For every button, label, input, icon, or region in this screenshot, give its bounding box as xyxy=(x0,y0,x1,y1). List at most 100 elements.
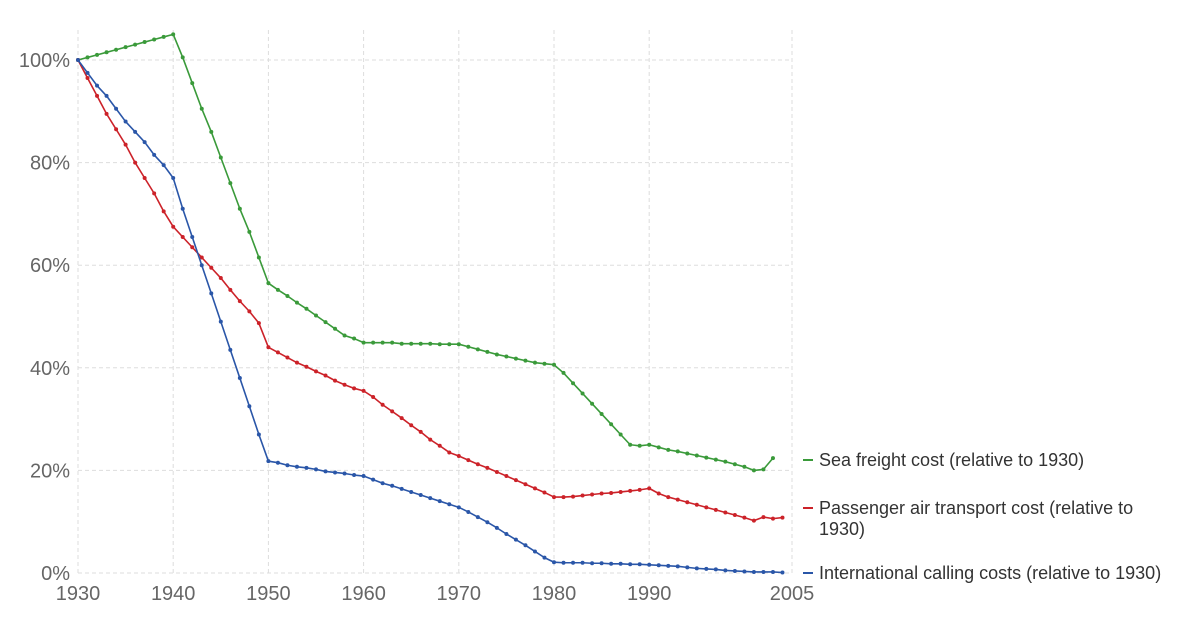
data-point xyxy=(456,454,461,459)
data-point xyxy=(418,341,423,346)
data-point xyxy=(180,55,185,60)
data-point xyxy=(504,354,509,359)
data-point xyxy=(542,555,547,560)
data-point xyxy=(133,42,138,47)
data-point xyxy=(675,449,680,454)
data-point xyxy=(85,70,90,75)
data-point xyxy=(275,350,280,355)
legend-label: 1930) xyxy=(819,519,865,539)
data-point xyxy=(237,376,242,381)
data-point xyxy=(609,422,614,427)
data-point xyxy=(209,291,214,296)
data-point xyxy=(694,453,699,458)
data-point xyxy=(504,474,509,479)
data-point xyxy=(228,347,233,352)
data-point xyxy=(571,560,576,565)
data-point xyxy=(85,55,90,60)
series-lines xyxy=(76,32,785,575)
data-point xyxy=(399,416,404,421)
data-point xyxy=(256,255,261,260)
data-point xyxy=(447,502,452,507)
data-point xyxy=(199,106,204,111)
data-point xyxy=(218,155,223,160)
series-line xyxy=(77,33,774,472)
data-point xyxy=(704,505,709,510)
data-point xyxy=(542,361,547,366)
data-point xyxy=(666,563,671,568)
data-point xyxy=(590,401,595,406)
data-point xyxy=(342,382,347,387)
data-point xyxy=(323,320,328,325)
data-point xyxy=(542,490,547,495)
data-point xyxy=(685,565,690,570)
y-axis-ticks: 0% 20% 40% 60% 80% 100% xyxy=(19,50,70,585)
data-point xyxy=(104,111,109,116)
data-point xyxy=(380,481,385,486)
data-point xyxy=(314,467,318,472)
data-point xyxy=(418,429,423,434)
data-point xyxy=(523,543,528,548)
data-point xyxy=(523,358,528,363)
data-point xyxy=(399,341,404,346)
data-point xyxy=(95,93,100,98)
data-point xyxy=(256,432,261,437)
data-point xyxy=(647,442,652,447)
data-point xyxy=(209,129,214,134)
data-point xyxy=(361,388,366,393)
data-point xyxy=(770,569,775,574)
data-point xyxy=(371,477,376,482)
x-tick-label: 1980 xyxy=(532,583,577,605)
data-point xyxy=(666,495,671,500)
data-point xyxy=(666,447,671,452)
series-group xyxy=(76,58,785,523)
data-point xyxy=(371,395,376,400)
data-point xyxy=(380,402,385,407)
data-point xyxy=(723,510,728,515)
data-point xyxy=(466,509,471,514)
data-point xyxy=(780,515,785,520)
x-tick-label: 1960 xyxy=(341,583,386,605)
data-point xyxy=(247,309,252,314)
data-point xyxy=(371,340,376,345)
data-point xyxy=(333,470,338,475)
data-point xyxy=(571,494,576,499)
data-point xyxy=(180,206,185,211)
data-point xyxy=(723,459,728,464)
data-point xyxy=(609,490,614,495)
data-point xyxy=(656,445,661,450)
data-point xyxy=(409,341,414,346)
data-point xyxy=(428,437,433,442)
y-tick-label: 100% xyxy=(19,50,70,72)
data-point xyxy=(256,321,261,326)
data-point xyxy=(342,333,347,338)
data-point xyxy=(218,319,223,324)
data-point xyxy=(114,47,119,52)
data-point xyxy=(247,229,252,234)
data-point xyxy=(732,462,737,467)
data-point xyxy=(152,37,157,42)
data-point xyxy=(247,404,252,409)
data-point xyxy=(456,342,461,347)
data-point xyxy=(266,281,271,286)
data-point xyxy=(713,507,718,512)
data-point xyxy=(447,450,452,455)
data-point xyxy=(390,483,395,488)
x-tick-label: 1990 xyxy=(627,583,672,605)
y-tick-label: 80% xyxy=(30,153,70,175)
data-point xyxy=(323,469,328,474)
data-point xyxy=(294,464,299,469)
data-point xyxy=(142,175,147,180)
data-point xyxy=(199,255,204,260)
data-point xyxy=(190,81,195,86)
data-point xyxy=(380,340,385,345)
data-point xyxy=(761,569,766,574)
data-point xyxy=(532,360,537,365)
data-point xyxy=(647,486,652,491)
data-point xyxy=(437,499,442,504)
data-point xyxy=(656,491,661,496)
data-point xyxy=(152,191,157,196)
data-point xyxy=(475,462,480,467)
data-point xyxy=(142,140,147,145)
data-point xyxy=(352,386,357,391)
